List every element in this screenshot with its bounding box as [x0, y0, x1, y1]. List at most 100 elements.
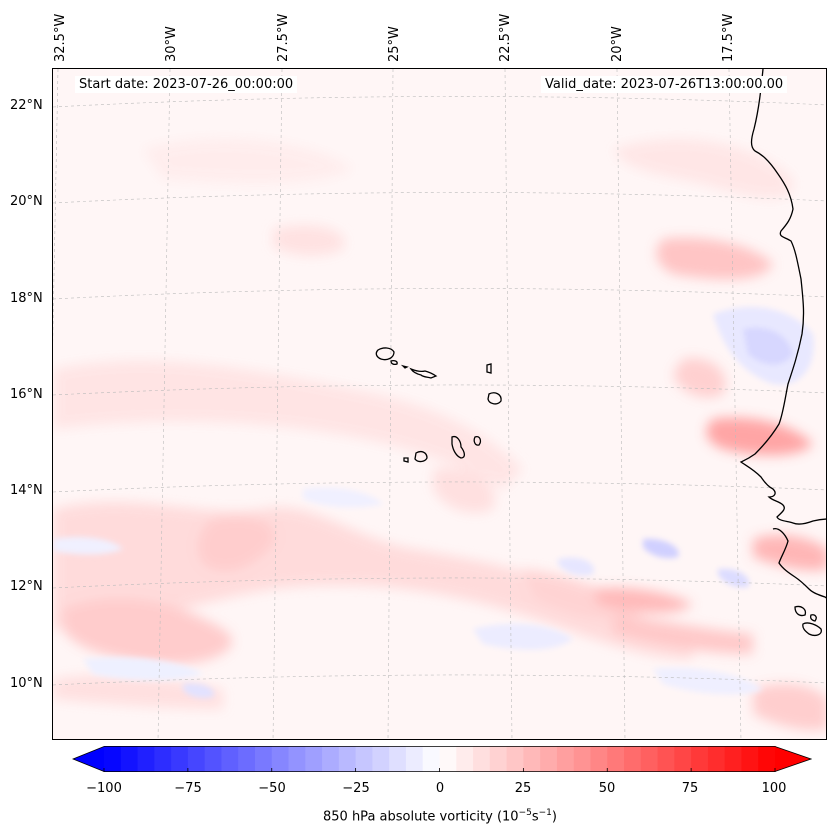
- positive-patch: [53, 674, 223, 709]
- colorbar-tick-label: 25: [514, 781, 532, 796]
- island-santo-antao: [375, 347, 395, 361]
- colorbar-tick-label: −100: [86, 781, 122, 796]
- negative-patch: [718, 568, 749, 588]
- colorbar-level: [590, 746, 608, 772]
- lon-gridline: [616, 69, 626, 739]
- negative-patch: [83, 657, 203, 681]
- colorbar-level: [389, 746, 407, 772]
- negative-patch: [743, 327, 793, 365]
- lon-label-30w: 30°W: [164, 26, 179, 62]
- lon-gridline: [504, 69, 513, 739]
- negative-patch: [558, 557, 594, 576]
- island-sao-vicente: [390, 359, 398, 366]
- positive-patch: [143, 138, 353, 184]
- colorbar-level: [288, 746, 306, 772]
- lon-label-27-5w: 27.5°W: [276, 13, 291, 62]
- colorbar-level: [540, 746, 558, 772]
- lon-gridline: [272, 69, 283, 739]
- island-boa-vista: [487, 392, 502, 405]
- lat-label-22n: 22°N: [10, 98, 43, 113]
- colorbar-tick-label: −75: [174, 781, 202, 796]
- colorbar-level: [473, 746, 491, 772]
- colorbar-level: [624, 746, 642, 772]
- colorbar-max-extend: [775, 746, 811, 772]
- lat-gridline: [53, 384, 826, 396]
- cape-verde-islands: [375, 347, 502, 463]
- lon-label-22-5w: 22.5°W: [498, 13, 513, 62]
- colorbar-level: [607, 746, 625, 772]
- colorbar-level: [523, 746, 541, 772]
- lat-label-18n: 18°N: [10, 291, 43, 306]
- island-santiago: [451, 435, 466, 459]
- coast-islands-south: [794, 605, 822, 636]
- lat-gridline: [53, 577, 826, 589]
- lat-gridline: [53, 192, 826, 204]
- negative-patch: [303, 487, 383, 508]
- positive-patch: [63, 598, 233, 665]
- positive-patch: [613, 139, 794, 199]
- colorbar-level: [154, 746, 172, 772]
- colorbar-level: [691, 746, 709, 772]
- colorbar-level: [120, 746, 139, 772]
- vorticity-field-map[interactable]: [53, 69, 827, 740]
- positive-patch: [433, 468, 495, 513]
- island-maio: [473, 435, 482, 446]
- colorbar-level: [238, 746, 256, 772]
- colorbar-level: [305, 746, 323, 772]
- positive-patch: [613, 614, 753, 654]
- positive-patch: [197, 515, 275, 572]
- colorbar-level: [674, 746, 692, 772]
- lat-label-16n: 16°N: [10, 387, 43, 402]
- positive-patch: [706, 417, 813, 456]
- lon-gridline: [157, 69, 171, 739]
- island-santa-luzia: [400, 364, 409, 369]
- colorbar-label: 850 hPa absolute vorticity (10−5s−1): [0, 808, 837, 824]
- colorbar-level: [741, 746, 759, 772]
- colorbar-tick-label: −25: [342, 781, 370, 796]
- colorbar-tick-label: 0: [435, 781, 445, 796]
- lat-label-10n: 10°N: [10, 676, 43, 691]
- colorbar-level: [187, 746, 206, 772]
- colorbar-level: [439, 746, 457, 772]
- colorbar-level: [707, 746, 726, 772]
- colorbar-level: [489, 746, 508, 772]
- colorbar-tick-label: 75: [681, 781, 699, 796]
- negative-patch: [653, 667, 763, 695]
- map-panel[interactable]: [52, 68, 827, 740]
- colorbar-level: [171, 746, 189, 772]
- colorbar-level: [221, 746, 239, 772]
- colorbar-level: [456, 746, 474, 772]
- start-date-label: Start date: 2023-07-26_00:00:00: [75, 76, 298, 93]
- coast-mauritania-senegal: [739, 69, 826, 525]
- african-coastline: [739, 69, 826, 636]
- lon-label-32-5w: 32.5°W: [53, 13, 68, 62]
- island-sal: [486, 363, 492, 374]
- colorbar-level: [657, 746, 675, 772]
- lat-gridline: [53, 288, 826, 300]
- colorbar-level: [506, 746, 524, 772]
- positive-patch: [753, 534, 826, 571]
- colorbar-label-exp1: −5: [518, 808, 532, 818]
- island-sao-nicolau: [409, 367, 438, 379]
- colorbar-level: [640, 746, 659, 772]
- colorbar-level: [104, 746, 122, 772]
- lat-label-20n: 20°N: [10, 194, 43, 209]
- negative-patch: [53, 537, 123, 555]
- coast-guinea-bissau: [772, 528, 826, 599]
- colorbar-level: [405, 746, 424, 772]
- negative-vorticity-patches: [53, 306, 814, 699]
- colorbar-tick-label: 50: [598, 781, 616, 796]
- colorbar-level: [254, 746, 273, 772]
- colorbar-level: [322, 746, 340, 772]
- lon-label-25w: 25°W: [387, 26, 402, 62]
- colorbar-level: [556, 746, 575, 772]
- positive-patch: [273, 225, 345, 256]
- negative-patch: [643, 538, 679, 559]
- island-brava: [403, 457, 409, 463]
- colorbar-label-exp2: −1: [538, 808, 552, 818]
- positive-patch: [656, 237, 773, 280]
- colorbar-level: [724, 746, 743, 772]
- negative-patch: [183, 683, 214, 699]
- colorbar: [72, 746, 812, 772]
- colorbar-level: [204, 746, 223, 772]
